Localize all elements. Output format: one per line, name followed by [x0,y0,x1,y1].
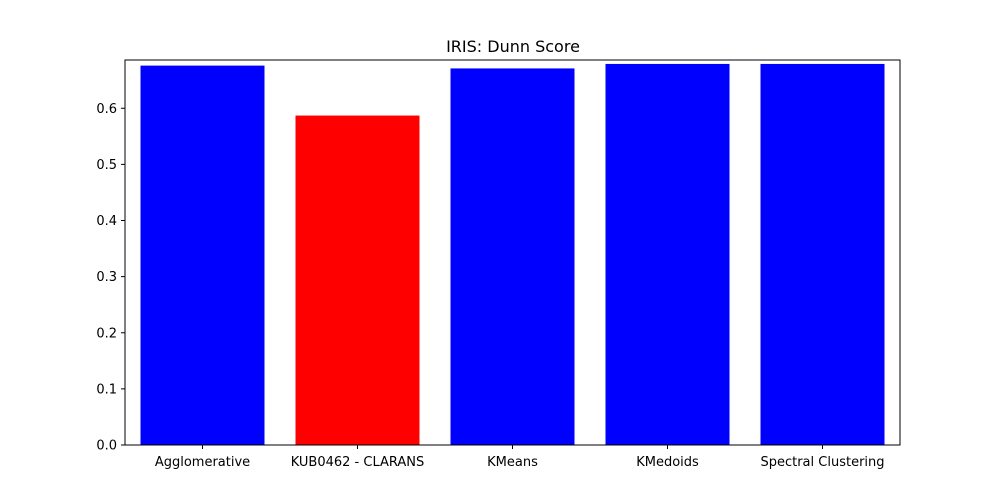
bar-2 [450,68,575,445]
y-tick-label-0: 0.0 [96,439,117,454]
x-tick-label-0: Agglomerative [155,455,250,470]
x-tick-label-2: KMeans [487,455,538,470]
bar-0 [140,65,265,445]
y-tick-label-3: 0.3 [96,270,117,285]
x-tick-label-1: KUB0462 - CLARANS [291,455,425,470]
y-tick-label-5: 0.5 [96,158,117,173]
x-tick-label-3: KMedoids [636,455,699,470]
y-tick-label-4: 0.4 [96,214,117,229]
bars [140,63,885,446]
bar-4 [760,63,885,446]
chart-title: IRIS: Dunn Score [446,37,580,56]
x-tick-label-4: Spectral Clustering [760,455,884,470]
bar-1 [295,115,420,446]
y-tick-label-2: 0.2 [96,326,117,341]
y-tick-label-1: 0.1 [96,382,117,397]
y-axis: 0.0 0.1 0.2 0.3 0.4 0.5 0.6 [96,102,125,454]
x-axis: Agglomerative KUB0462 - CLARANS KMeans KMed… [155,445,885,470]
bar-3 [605,63,730,446]
y-tick-label-6: 0.6 [96,102,117,117]
